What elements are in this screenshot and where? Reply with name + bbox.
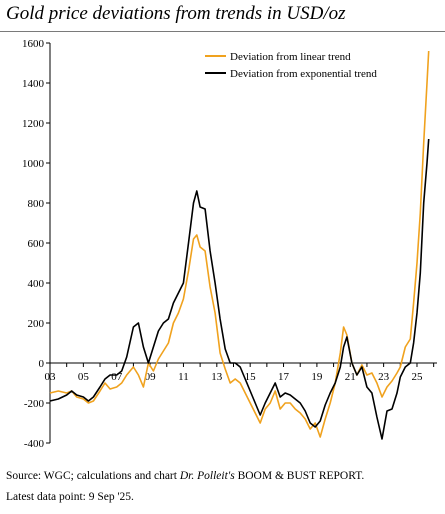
x-tick-label: 21 <box>345 371 356 383</box>
x-tick-label: 15 <box>245 371 257 383</box>
x-tick-label: 05 <box>78 371 90 383</box>
y-tick-label: 1200 <box>22 118 45 130</box>
y-tick-label: 1000 <box>22 158 45 170</box>
x-tick-label: 17 <box>278 371 290 383</box>
y-tick-label: -200 <box>24 398 45 410</box>
x-ticks: 03 05 07 09 11 13 15 17 19 21 23 25 <box>45 363 435 383</box>
source-prefix: Source: WGC; calculations and chart <box>6 470 180 482</box>
source-note: Source: WGC; calculations and chart Dr. … <box>6 470 364 482</box>
y-tick-label: 0 <box>39 358 45 370</box>
y-axis: -400 -200 0 200 400 600 800 1000 1200 1400 1600 <box>22 38 51 450</box>
chart-title: Gold price deviations from trends in USD… <box>6 3 346 24</box>
author-name: Dr. Polleit's <box>179 470 235 482</box>
legend: Deviation from linear trend Deviation fro… <box>205 51 377 80</box>
y-tick-label: 600 <box>28 238 45 250</box>
y-tick-label: 1400 <box>22 78 45 90</box>
legend-label: Deviation from linear trend <box>230 51 351 63</box>
series-line-exponential-trend <box>49 138 430 440</box>
series-lines <box>49 50 430 440</box>
title-divider <box>0 31 445 32</box>
x-tick-label: 03 <box>45 371 57 383</box>
y-tick-label: 1600 <box>22 38 45 50</box>
x-tick-label: 25 <box>411 371 423 383</box>
x-tick-label: 13 <box>211 371 223 383</box>
x-tick-label: 11 <box>178 371 189 383</box>
x-tick-label: 07 <box>111 371 123 383</box>
gold-deviation-line-chart: -400 -200 0 200 400 600 800 1000 1200 1400 1600 03… <box>22 38 437 450</box>
x-axis: 03 05 07 09 11 13 15 17 19 21 23 25 <box>45 362 437 383</box>
latest-data-note: Latest data point: 9 Sep '25. <box>6 491 134 503</box>
y-tick-label: -400 <box>24 438 45 450</box>
report-name: BOOM & BUST REPORT. <box>234 470 365 482</box>
x-tick-label: 19 <box>311 371 323 383</box>
y-tick-label: 800 <box>28 198 45 210</box>
y-tick-label: 200 <box>28 318 45 330</box>
y-tick-label: 400 <box>28 278 45 290</box>
x-tick-label: 23 <box>378 371 390 383</box>
y-ticks: -400 -200 0 200 400 600 800 1000 1200 1400 1600 <box>22 38 50 450</box>
legend-label: Deviation from exponential trend <box>230 68 377 80</box>
series-line-linear-trend <box>49 50 430 438</box>
x-tick-label: 09 <box>145 371 157 383</box>
